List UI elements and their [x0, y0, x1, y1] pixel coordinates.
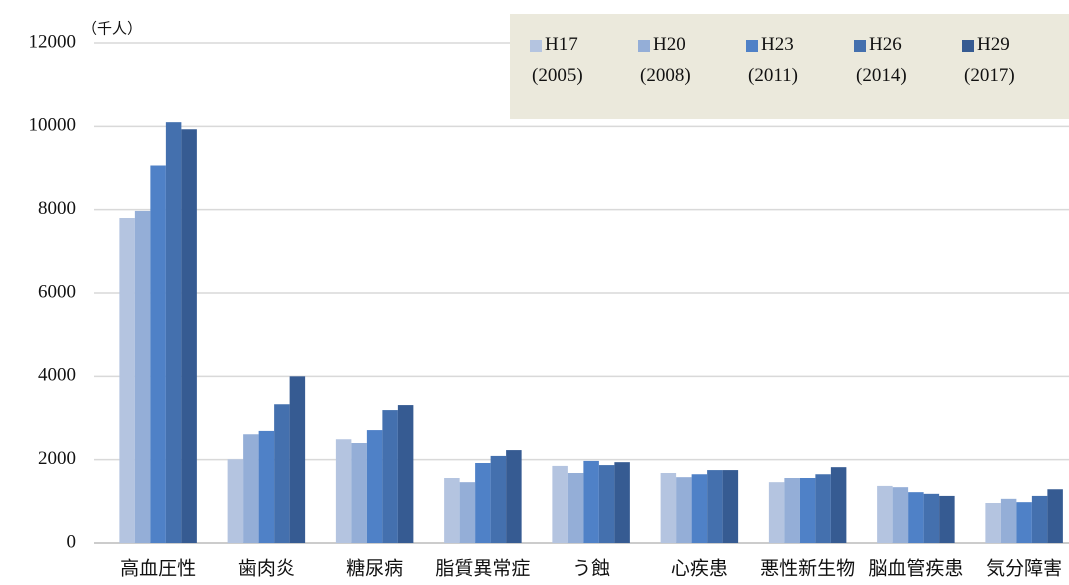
- bar: [939, 495, 955, 543]
- bar: [506, 450, 522, 543]
- x-tick-label: 脳血管疾患: [868, 557, 963, 579]
- legend-label: H17 (2005): [532, 34, 583, 86]
- x-tick-label: う蝕: [572, 557, 610, 579]
- bar: [1047, 489, 1063, 543]
- bar: [382, 410, 398, 543]
- legend-label: H26 (2014): [856, 34, 907, 86]
- legend-swatch: [962, 40, 974, 52]
- bar: [676, 477, 692, 543]
- bar: [165, 122, 182, 544]
- bar: [877, 485, 893, 543]
- x-tick-label: 糖尿病: [346, 557, 403, 579]
- bar: [289, 376, 306, 543]
- bar: [134, 210, 151, 543]
- bar: [985, 503, 1001, 543]
- legend-label: H20 (2008): [640, 34, 691, 86]
- x-tick-label: 悪性新生物: [760, 557, 855, 579]
- y-tick-label: 12000: [29, 31, 77, 52]
- x-tick-label: 歯肉炎: [238, 557, 295, 579]
- bar: [397, 405, 414, 543]
- bar: [274, 404, 290, 543]
- bar: [722, 470, 739, 543]
- y-tick-label: 4000: [38, 365, 76, 386]
- legend-swatch: [530, 40, 542, 52]
- bar: [908, 492, 924, 543]
- bar: [583, 460, 599, 543]
- bar: [567, 473, 584, 543]
- bar: [243, 434, 259, 543]
- bar: [119, 218, 135, 543]
- bar: [552, 465, 568, 543]
- bar: [335, 439, 352, 543]
- x-tick-label: 気分障害: [986, 557, 1062, 579]
- y-tick-label: 0: [67, 531, 77, 552]
- bar: [490, 455, 507, 543]
- bar: [923, 493, 940, 543]
- y-tick-label: 10000: [29, 115, 77, 136]
- y-tick-label: 2000: [38, 448, 76, 469]
- bar: [181, 129, 197, 543]
- bar: [258, 430, 275, 543]
- x-tick-label: 脂質異常症: [435, 557, 530, 579]
- y-tick-label: 6000: [38, 281, 76, 302]
- bar: [444, 478, 460, 543]
- bar: [1031, 495, 1048, 543]
- bar: [366, 430, 383, 543]
- x-tick-label: 心疾患: [671, 557, 728, 579]
- bar: [1016, 502, 1032, 543]
- bar: [691, 474, 708, 543]
- legend-swatch: [638, 40, 650, 52]
- bar: [660, 473, 677, 543]
- bar: [830, 467, 847, 543]
- legend-box: [510, 14, 1069, 119]
- legend-swatch: [854, 40, 866, 52]
- bar: [475, 463, 491, 543]
- bar: [614, 462, 630, 543]
- bar: [1000, 498, 1017, 543]
- legend-label: H23 (2011): [748, 34, 798, 86]
- bar: [815, 474, 831, 543]
- bar: [799, 478, 816, 543]
- bar: [459, 482, 476, 543]
- x-tick-label: 高血圧性: [120, 557, 196, 579]
- bar: [707, 470, 723, 543]
- bar: [598, 465, 615, 543]
- bar: [768, 482, 785, 543]
- legend-swatch: [746, 40, 758, 52]
- bar: [150, 165, 166, 543]
- y-unit-label: （千人）: [82, 20, 142, 37]
- bar: [227, 459, 244, 543]
- y-tick-label: 8000: [38, 198, 76, 219]
- bar: [351, 443, 367, 543]
- bar: [892, 487, 909, 543]
- bar: [784, 478, 800, 543]
- legend-label: H29 (2017): [964, 34, 1015, 86]
